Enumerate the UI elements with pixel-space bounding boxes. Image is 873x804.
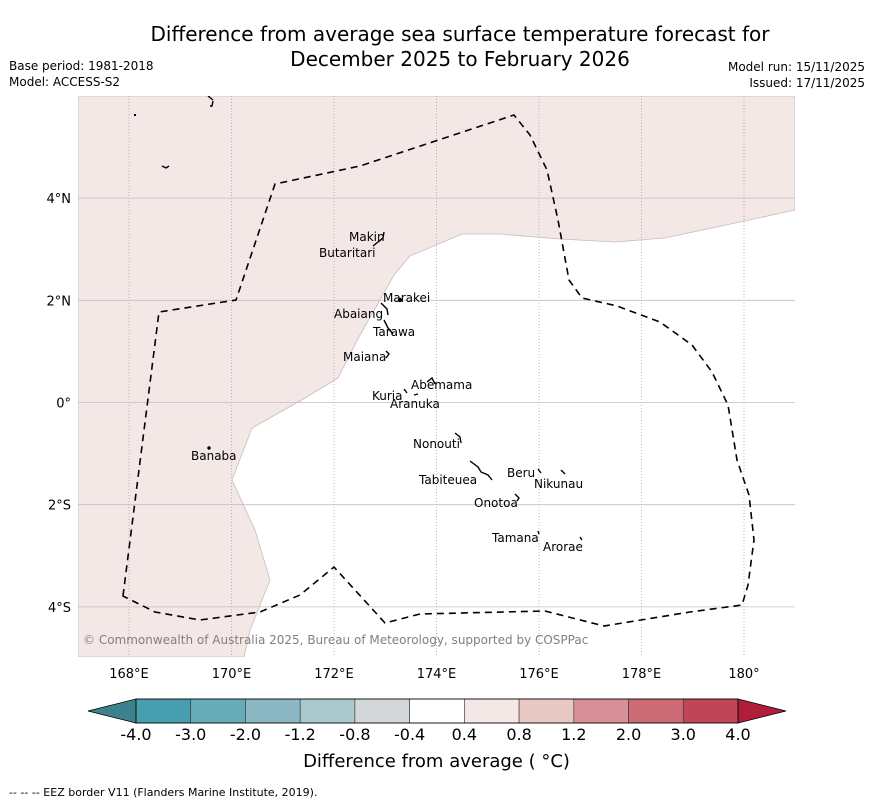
island-label-abemama: Abemama: [411, 378, 472, 392]
island-label-maiana: Maiana: [343, 350, 386, 364]
island-shape-abaiang: [380, 302, 389, 316]
island-shape-north-3: [161, 165, 170, 169]
lon-tick-label: 168°E: [109, 667, 149, 682]
colorbar-tick-label: 3.0: [671, 725, 696, 744]
island-shape-tamana: [537, 530, 540, 535]
copyright-notice: © Commonwealth of Australia 2025, Bureau…: [83, 633, 588, 647]
base-info: Base period: 1981-2018 Model: ACCESS-S2: [9, 58, 154, 90]
lat-tick-label: 2°N: [47, 294, 72, 309]
colorbar-tick-label: 2.0: [616, 725, 641, 744]
island-label-onotoa: Onotoa: [474, 496, 518, 510]
colorbar-bin: [682, 698, 739, 724]
island-shape-maiana: [385, 350, 390, 359]
colorbar-bin: [409, 698, 465, 724]
island-label-tarawa: Tarawa: [372, 325, 415, 339]
lat-tick-label: 4°N: [47, 192, 72, 207]
island-shape-banaba: [207, 446, 211, 450]
island-shape-kuria: [403, 388, 408, 394]
colorbar-tick-label: -0.8: [339, 725, 370, 744]
lon-tick-label: 180°: [728, 667, 759, 682]
island-label-marakei: Marakei: [383, 291, 430, 305]
island-label-abaiang: Abaiang: [334, 307, 383, 321]
island-shape-north-4: [134, 114, 136, 116]
lon-tick-label: 172°E: [314, 667, 354, 682]
eez-border: [122, 114, 755, 627]
colorbar: -4.0 -3.0 -2.0 -1.2 -0.8 -0.4 0.4 0.8 1.2 2.0 3.0 4…: [87, 698, 787, 744]
colorbar-bin: [354, 698, 410, 724]
colorbar-outline: [135, 698, 739, 724]
gridlines: [78, 96, 795, 657]
colorbar-bin: [245, 698, 301, 724]
colorbar-bin: [190, 698, 246, 724]
issued-date: Issued: 17/11/2025: [749, 76, 865, 90]
island-shape-marakei: [397, 297, 403, 303]
colorbar-title: Difference from average ( °C): [303, 751, 570, 772]
colorbar-bin: [628, 698, 684, 724]
colorbar-tick-label: 1.2: [561, 725, 586, 744]
title-line-1: Difference from average sea surface temp…: [150, 22, 770, 46]
island-shape-arorae: [579, 536, 583, 541]
island-label-nikunau: Nikunau: [534, 477, 583, 491]
colorbar-tick-label: -1.2: [285, 725, 316, 744]
island-shape-nikunau: [560, 469, 566, 475]
lon-tick-label: 170°E: [212, 667, 252, 682]
island-label-tabiteuea: Tabiteuea: [418, 473, 477, 487]
island-shape-onotoa: [514, 493, 520, 502]
island-shape-butaritari: [372, 231, 385, 247]
lon-tick-label: 178°E: [622, 667, 662, 682]
colorbar-over-arrow: [737, 698, 787, 724]
title-line-2: December 2025 to February 2026: [290, 47, 630, 71]
island-shape-tarawa: [383, 319, 394, 335]
island-label-beru: Beru: [507, 466, 535, 480]
colorbar-tick-label: 0.8: [506, 725, 531, 744]
island-coastlines: [134, 96, 583, 541]
island-shape-north-2: [210, 100, 214, 107]
lon-tick-label: 176°E: [519, 667, 559, 682]
colorbar-bin: [135, 698, 192, 724]
colorbar-tick-label: -3.0: [175, 725, 206, 744]
lon-tick-label: 174°E: [417, 667, 457, 682]
lat-tick-label: 0°: [56, 397, 71, 412]
run-info: Model run: 15/11/2025 Issued: 17/11/2025: [728, 59, 865, 91]
colorbar-bin: [464, 698, 520, 724]
colorbar-tick-label: 0.4: [452, 725, 477, 744]
island-label-arorae: Arorae: [543, 540, 583, 554]
island-shape-abemama: [426, 376, 436, 385]
island-label-nonouti: Nonouti: [413, 437, 460, 451]
island-shape-beru: [537, 468, 542, 474]
island-shape-tabiteuea: [469, 460, 493, 481]
colorbar-under-arrow: [87, 698, 137, 724]
colorbar-tick-label: -2.0: [230, 725, 261, 744]
island-label-tamana: Tamana: [491, 531, 539, 545]
colorbar-tick-label: -0.4: [394, 725, 425, 744]
island-shape-nonouti: [454, 432, 462, 444]
island-label-butaritari: Butaritari: [319, 246, 376, 260]
axis-ticks: 168°E 170°E 172°E 174°E 176°E 178°E 180° 4°N 2°N…: [47, 192, 760, 682]
eez-footnote: -- -- -- EEZ border V11 (Flanders Marine…: [9, 786, 318, 799]
island-label-aranuka: Aranuka: [390, 397, 440, 411]
base-period: Base period: 1981-2018: [9, 59, 154, 73]
island-shape-aranuka: [413, 393, 419, 396]
colorbar-tick-label: -4.0: [120, 725, 151, 744]
colorbar-tick-label: 4.0: [725, 725, 750, 744]
colorbar-bin: [518, 698, 575, 724]
lat-tick-label: 4°S: [48, 601, 71, 616]
island-label-makin: Makin: [349, 230, 385, 244]
map-title: Difference from average sea surface temp…: [110, 22, 810, 72]
island-shape-north-1: [207, 96, 214, 101]
colorbar-bin: [573, 698, 629, 724]
model-run-date: Model run: 15/11/2025: [727, 60, 865, 74]
island-label-banaba: Banaba: [191, 449, 237, 463]
model-name: Model: ACCESS-S2: [9, 75, 121, 89]
island-label-kuria: Kuria: [372, 389, 403, 403]
colorbar-bin: [299, 698, 356, 724]
lat-tick-label: 2°S: [48, 499, 71, 514]
